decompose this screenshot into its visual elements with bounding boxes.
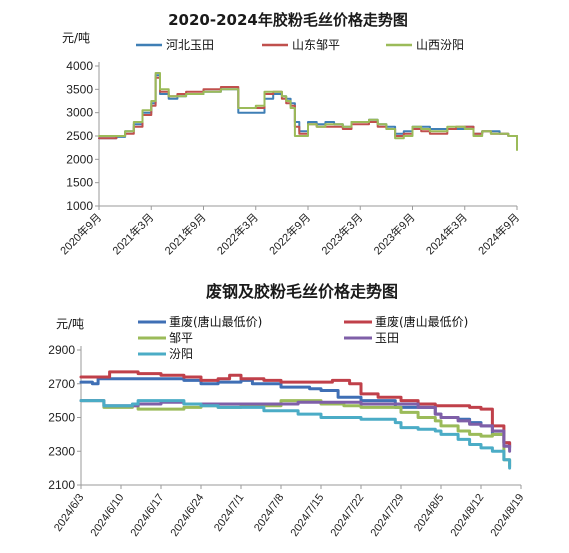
x-tick-label: 2024/7/15	[289, 492, 327, 539]
series-line-1-2	[79, 399, 512, 468]
legend-label-heavy-scrap-blue: 重废(唐山最低价)	[169, 314, 262, 329]
x-tick-label: 2024/6/24	[169, 492, 207, 539]
chart-1: 2020-2024年胶粉毛丝价格走势图 元/吨 河北玉田 山东邹平 山西汾阳 1…	[57, 11, 522, 257]
x-tick-label: 2024/7/1	[212, 492, 246, 534]
y-tick-label: 1500	[66, 176, 93, 190]
x-tick-label: 2020年9月	[57, 210, 104, 257]
y-tick-label: 2500	[48, 411, 75, 425]
chart-1-series	[98, 72, 518, 151]
legend-label-heavy-scrap-red: 重废(唐山最低价)	[375, 314, 468, 329]
chart-2-series	[79, 370, 512, 470]
x-tick-label: 2024/6/10	[89, 492, 127, 539]
legend-label-yutian: 玉田	[375, 331, 399, 345]
legend-label-shandong-zouping: 山东邹平	[292, 38, 340, 52]
chart-2-unit-label: 元/吨	[56, 317, 84, 331]
x-tick-label: 2024/6/3	[52, 492, 86, 534]
legend-label-shanxi-fenyang: 山西汾阳	[416, 38, 464, 52]
x-tick-label: 2023年9月	[371, 210, 418, 257]
x-tick-label: 2022年9月	[266, 210, 313, 257]
x-tick-label: 2024/7/22	[329, 492, 367, 539]
y-tick-label: 2700	[48, 377, 75, 391]
series-line-1-1	[79, 370, 512, 448]
y-tick-label: 1000	[66, 199, 93, 213]
series-line-0-1	[98, 76, 518, 149]
x-tick-label: 2024/8/19	[489, 492, 527, 539]
y-tick-label: 3000	[66, 106, 93, 120]
y-tick-label: 2300	[48, 444, 75, 458]
x-tick-label: 2022年3月	[214, 210, 261, 257]
chart-1-unit-label: 元/吨	[62, 31, 90, 45]
series-line-0-2	[98, 72, 518, 151]
chart-2-legend: 重废(唐山最低价) 重废(唐山最低价) 邹平 玉田 汾阳	[138, 314, 468, 361]
legend-label-zouping: 邹平	[169, 331, 193, 345]
series-line-1-0	[79, 377, 512, 450]
legend-label-hebei-yutian: 河北玉田	[166, 38, 214, 52]
legend-label-fenyang: 汾阳	[169, 347, 193, 361]
y-tick-label: 2900	[48, 343, 75, 357]
y-tick-label: 2100	[48, 478, 75, 492]
x-tick-label: 2024/7/8	[252, 492, 286, 534]
chart-1-title: 2020-2024年胶粉毛丝价格走势图	[168, 11, 408, 29]
y-tick-label: 2500	[66, 129, 93, 143]
x-tick-label: 2023年3月	[318, 210, 365, 257]
chart-2: 废钢及胶粉毛丝价格走势图 元/吨 重废(唐山最低价) 重废(唐山最低价) 邹平 …	[48, 282, 526, 539]
series-line-1-3	[79, 399, 512, 453]
y-tick-label: 3500	[66, 82, 93, 96]
chart-2-title: 废钢及胶粉毛丝价格走势图	[206, 282, 398, 301]
x-tick-label: 2024/8/5	[412, 492, 446, 534]
x-tick-label: 2021年9月	[162, 210, 209, 257]
x-tick-label: 2024年9月	[475, 210, 522, 257]
x-tick-label: 2024/6/17	[129, 492, 167, 539]
series-line-1-4	[79, 399, 512, 470]
y-tick-label: 4000	[66, 59, 93, 73]
x-tick-label: 2024/7/29	[369, 492, 407, 539]
chart-1-legend: 河北玉田 山东邹平 山西汾阳	[136, 38, 464, 52]
y-tick-label: 2000	[66, 152, 93, 166]
x-tick-label: 2021年3月	[109, 210, 156, 257]
x-tick-label: 2024/8/12	[449, 492, 487, 539]
x-tick-label: 2024年3月	[423, 210, 470, 257]
